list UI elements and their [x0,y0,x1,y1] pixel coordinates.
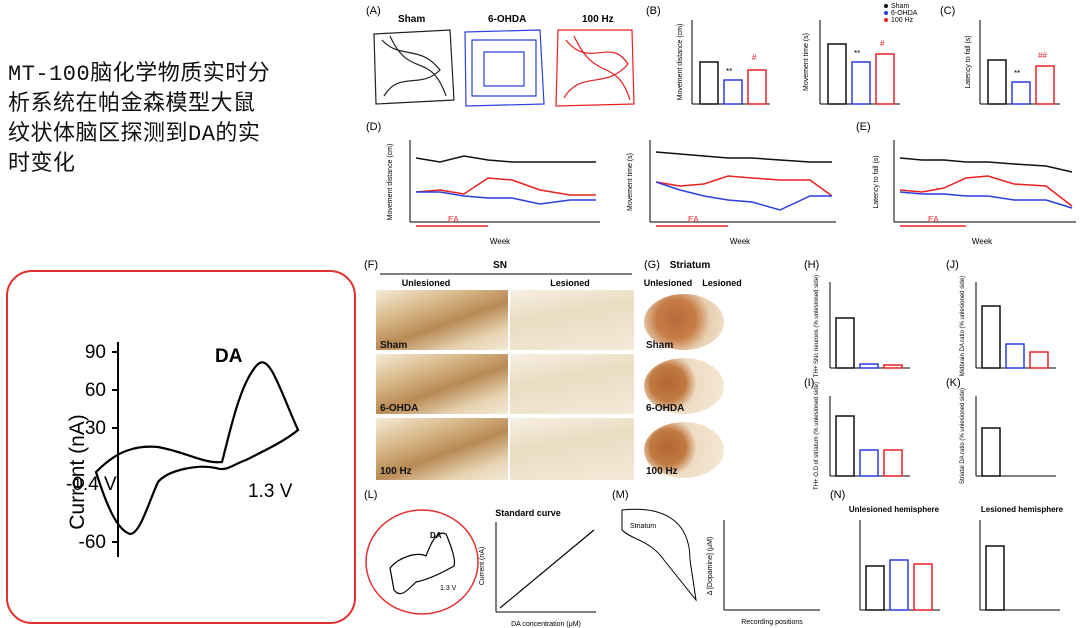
axis-label: Latency to fall (s) [873,155,880,208]
cv-peak-label: DA [430,531,442,540]
sig-mark: ** [854,49,860,58]
panel-label: (D) [366,121,381,133]
figure-caption: MT-100脑化学物质实时分 析系统在帕金森模型大鼠 纹状体脑区探测到DA的实 … [8,60,353,180]
histology-sn-sham-unlesioned [376,290,508,350]
cv-ytick: 90 [85,342,106,363]
row-label: 100 Hz [646,466,678,477]
axis-label: Movement time (s) [627,153,634,211]
axis-label: TH+ SNc neurons (% unlesioned side) [814,275,820,377]
histology-sn-100hz-lesioned [510,418,634,480]
row-label: Sham [646,340,674,351]
panel-label: (F) [364,259,378,271]
column-title: Unlesioned [402,278,451,288]
axis-label: Latency to fall (s) [965,35,972,88]
histology-sn-sham-lesioned [510,290,634,350]
bar-100hz [747,69,767,105]
caption-line: 时变化 [8,152,76,177]
axis-label: Striatal DA ratio (% unlesioned side) [960,388,966,484]
sig-mark: # [880,39,885,48]
panel-title: Standard curve [495,508,561,518]
sig-mark: # [752,53,757,62]
panel-title: Unlesioned hemisphere [849,505,940,514]
striatum-sham-section [644,294,724,350]
row-label: 6-OHDA [646,403,685,414]
figure-panels: (A) Sham 6-OHDA 100 Hz (B) ** # Movement… [364,3,1076,628]
cv-ytick: -60 [79,532,106,553]
axis-label: Week [972,237,993,246]
caption-line: 纹状体脑区探测到DA的实 [8,122,261,147]
sig-mark: ## [1038,51,1047,60]
axis-label: Δ [Dopamine] (μM) [707,537,714,596]
legend-item: 100 Hz [891,17,914,24]
cv-trace [94,361,300,536]
axis-label: Current (nA) [479,547,486,586]
cv-xtick-right: 1.3 V [440,585,457,592]
panel-label: (N) [830,489,845,501]
small-cv-callout [365,509,479,615]
panel-title: Striatum [670,260,711,271]
panel-label: (M) [612,489,629,501]
panel-label: (B) [646,5,661,17]
track-title: Sham [398,14,425,25]
striatum-6ohda-section [644,358,724,414]
axis-label: Movement distance (cm) [677,24,684,101]
caption-line: 析系统在帕金森模型大鼠 [8,92,256,117]
panel-label: (E) [856,121,871,133]
sig-mark: ** [726,67,732,76]
ea-label: EA [448,215,459,224]
panel-label: (C) [940,5,955,17]
cv-ylabel: Current (nA) [66,414,89,530]
panel-title: SN [493,260,507,271]
region-label: Striatum [630,523,656,530]
cv-ytick: 30 [85,418,106,439]
panel-label: (H) [804,259,819,271]
axis-label: Recording positions [741,619,803,626]
histology-sn-100hz-unlesioned [376,418,508,480]
ea-label: EA [928,215,939,224]
bar-sham [699,61,719,105]
cv-peak-label: DA [215,346,243,367]
ea-label: EA [688,215,699,224]
row-label: 6-OHDA [380,403,419,414]
panel-title: Lesioned hemisphere [981,505,1064,514]
legend-item: 6-OHDA [891,10,918,17]
track-title: 100 Hz [582,14,614,25]
axis-label: Movement distance (cm) [387,144,394,221]
row-label: 100 Hz [380,466,412,477]
axis-label: Week [490,237,511,246]
sig-mark: ** [1014,69,1020,78]
axis-label: TH+ O.D of striatum (% unlesioned side) [814,382,820,490]
cv-xtick-left: -0.4 V [66,474,117,495]
cv-xtick-right: 1.3 V [248,481,293,502]
track-title: 6-OHDA [488,14,526,25]
legend-item: Sham [891,3,909,10]
row-label: Sham [380,340,408,351]
panel-label: (I) [804,377,814,389]
column-title: Lesioned [550,278,590,288]
cv-zoom-callout: 90 60 30 -60 Current (nA) DA -0.4 V 1.3 … [6,270,356,624]
histology-sn-6ohda-unlesioned [376,354,508,414]
legend: Sham 6-OHDA 100 Hz [884,3,918,24]
bar-6ohda [723,79,743,105]
panel-label: (L) [364,489,377,501]
panel-label: (K) [946,377,961,389]
axis-label: Movement time (s) [803,33,810,91]
axis-label: Midbrain DA ratio (% unlesioned side) [960,276,966,376]
axis-label: DA concentration (μM) [511,621,581,628]
cv-ytick: 60 [85,380,106,401]
panel-label: (J) [946,259,959,271]
striatum-100hz-section [644,422,724,478]
axis-label: Week [730,237,751,246]
column-title: Lesioned [702,278,742,288]
panel-label: (A) [366,5,381,17]
column-title: Unlesioned [644,278,693,288]
open-field-tracks [373,29,635,107]
histology-sn-6ohda-lesioned [510,354,634,414]
caption-line: MT-100脑化学物质实时分 [8,62,271,87]
panel-label: (G) [644,259,660,271]
cv-zoom-plot: 90 60 30 -60 Current (nA) DA -0.4 V 1.3 … [66,342,300,557]
